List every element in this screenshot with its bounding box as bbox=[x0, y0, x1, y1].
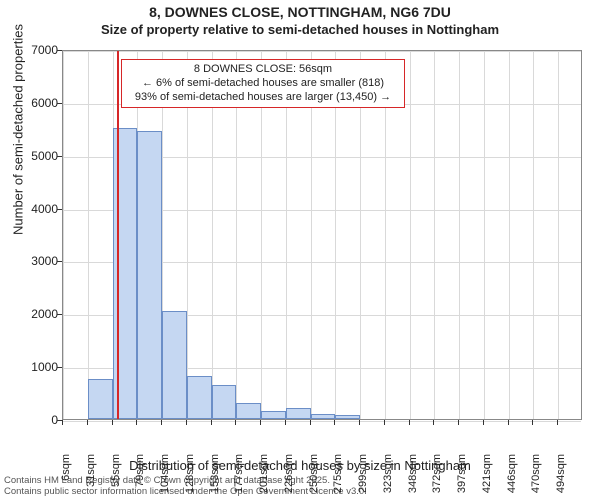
histogram-bar bbox=[137, 131, 162, 419]
x-tick-mark bbox=[87, 420, 88, 425]
x-tick-label: 421sqm bbox=[481, 454, 493, 500]
gridline bbox=[533, 51, 534, 419]
x-tick-mark bbox=[384, 420, 385, 425]
y-tick-label: 4000 bbox=[8, 202, 58, 216]
x-tick-label: 446sqm bbox=[506, 454, 518, 500]
x-tick-mark bbox=[112, 420, 113, 425]
property-size-chart: 8, DOWNES CLOSE, NOTTINGHAM, NG6 7DU Siz… bbox=[0, 0, 600, 500]
gridline bbox=[459, 51, 460, 419]
histogram-bar bbox=[286, 408, 311, 419]
chart-subtitle: Size of property relative to semi-detach… bbox=[0, 22, 600, 37]
gridline bbox=[410, 51, 411, 419]
x-tick-mark bbox=[211, 420, 212, 425]
x-tick-mark bbox=[285, 420, 286, 425]
x-tick-label: 494sqm bbox=[555, 454, 567, 500]
x-tick-label: 250sqm bbox=[308, 454, 320, 500]
x-tick-label: 299sqm bbox=[357, 454, 369, 500]
gridline bbox=[63, 421, 581, 422]
gridline bbox=[484, 51, 485, 419]
x-tick-label: 128sqm bbox=[184, 454, 196, 500]
gridline bbox=[434, 51, 435, 419]
y-tick-label: 1000 bbox=[8, 360, 58, 374]
x-tick-label: 79sqm bbox=[134, 454, 146, 500]
gridline bbox=[63, 51, 64, 419]
y-tick-label: 0 bbox=[8, 413, 58, 427]
property-marker-line bbox=[117, 51, 119, 419]
x-tick-mark bbox=[532, 420, 533, 425]
x-tick-mark bbox=[557, 420, 558, 425]
histogram-bar bbox=[335, 415, 360, 419]
x-tick-mark bbox=[161, 420, 162, 425]
y-tick-label: 6000 bbox=[8, 96, 58, 110]
y-tick-label: 2000 bbox=[8, 307, 58, 321]
x-tick-label: 55sqm bbox=[110, 454, 122, 500]
x-tick-mark bbox=[136, 420, 137, 425]
x-tick-mark bbox=[310, 420, 311, 425]
x-tick-label: 177sqm bbox=[233, 454, 245, 500]
x-tick-label: 201sqm bbox=[258, 454, 270, 500]
y-tick-mark bbox=[57, 367, 62, 368]
annotation-line: ← 6% of semi-detached houses are smaller… bbox=[128, 77, 398, 91]
x-tick-mark bbox=[260, 420, 261, 425]
gridline bbox=[558, 51, 559, 419]
y-tick-mark bbox=[57, 103, 62, 104]
chart-title: 8, DOWNES CLOSE, NOTTINGHAM, NG6 7DU bbox=[0, 4, 600, 20]
histogram-bar bbox=[311, 414, 336, 419]
x-tick-mark bbox=[359, 420, 360, 425]
histogram-bar bbox=[88, 379, 113, 419]
x-tick-mark bbox=[62, 420, 63, 425]
y-tick-label: 5000 bbox=[8, 149, 58, 163]
y-tick-mark bbox=[57, 261, 62, 262]
histogram-bar bbox=[162, 311, 187, 419]
histogram-bar bbox=[187, 376, 212, 419]
x-tick-mark bbox=[458, 420, 459, 425]
histogram-bar bbox=[236, 403, 261, 419]
x-tick-label: 31sqm bbox=[85, 454, 97, 500]
x-tick-mark bbox=[409, 420, 410, 425]
x-tick-label: 470sqm bbox=[530, 454, 542, 500]
x-tick-label: 275sqm bbox=[332, 454, 344, 500]
x-tick-label: 153sqm bbox=[209, 454, 221, 500]
x-tick-mark bbox=[433, 420, 434, 425]
y-tick-label: 3000 bbox=[8, 254, 58, 268]
annotation-line: 8 DOWNES CLOSE: 56sqm bbox=[128, 63, 398, 77]
annotation-box: 8 DOWNES CLOSE: 56sqm← 6% of semi-detach… bbox=[121, 59, 405, 108]
y-tick-mark bbox=[57, 156, 62, 157]
x-tick-label: 372sqm bbox=[431, 454, 443, 500]
x-tick-mark bbox=[334, 420, 335, 425]
x-tick-mark bbox=[186, 420, 187, 425]
x-tick-label: 323sqm bbox=[382, 454, 394, 500]
x-tick-label: 348sqm bbox=[407, 454, 419, 500]
plot-area: 8 DOWNES CLOSE: 56sqm← 6% of semi-detach… bbox=[62, 50, 582, 420]
y-tick-label: 7000 bbox=[8, 43, 58, 57]
x-tick-label: 226sqm bbox=[283, 454, 295, 500]
x-tick-label: 104sqm bbox=[159, 454, 171, 500]
x-tick-label: 397sqm bbox=[456, 454, 468, 500]
gridline bbox=[88, 51, 89, 419]
x-tick-mark bbox=[508, 420, 509, 425]
histogram-bar bbox=[212, 385, 237, 419]
x-tick-label: 6sqm bbox=[60, 454, 72, 500]
annotation-line: 93% of semi-detached houses are larger (… bbox=[128, 91, 398, 105]
x-tick-mark bbox=[235, 420, 236, 425]
y-tick-mark bbox=[57, 50, 62, 51]
y-tick-mark bbox=[57, 209, 62, 210]
gridline bbox=[63, 51, 581, 52]
gridline bbox=[509, 51, 510, 419]
y-tick-mark bbox=[57, 314, 62, 315]
histogram-bar bbox=[261, 411, 286, 419]
x-tick-mark bbox=[483, 420, 484, 425]
